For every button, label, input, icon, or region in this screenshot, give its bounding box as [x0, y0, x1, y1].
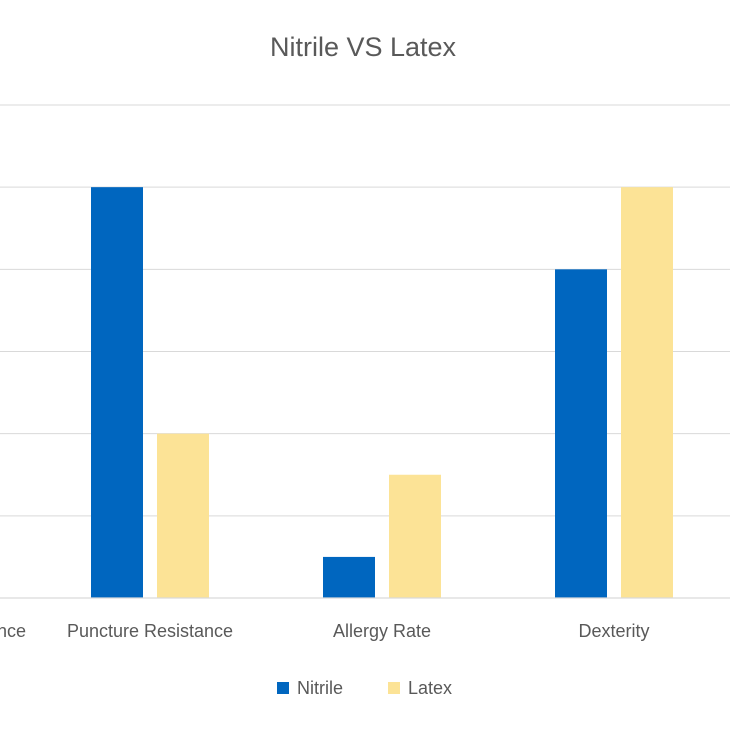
legend-label-nitrile: Nitrile: [297, 678, 343, 698]
x-tick-label: nce: [0, 621, 26, 641]
bar-latex: [389, 474, 441, 598]
x-tick-label: Allergy Rate: [333, 621, 431, 641]
legend-swatch-latex: [388, 682, 400, 694]
legend-label-latex: Latex: [408, 678, 452, 698]
bar-nitrile: [91, 187, 143, 598]
x-tick-label: Dexterity: [578, 621, 649, 641]
x-tick-label: Puncture Resistance: [67, 621, 233, 641]
bar-latex: [621, 187, 673, 598]
bars: [91, 187, 673, 598]
chart-title: Nitrile VS Latex: [270, 32, 457, 62]
x-tick-labels: nce Puncture Resistance Allergy Rate Dexter…: [0, 621, 650, 641]
legend: Nitrile Latex: [277, 678, 452, 698]
bar-nitrile: [555, 269, 607, 598]
bar-latex: [157, 433, 209, 598]
bar-nitrile: [323, 556, 375, 598]
legend-swatch-nitrile: [277, 682, 289, 694]
